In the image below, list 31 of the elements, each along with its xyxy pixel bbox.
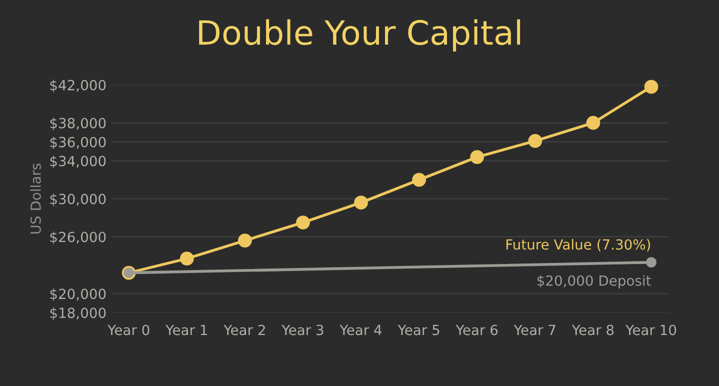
point: [644, 80, 658, 94]
y-axis-title: US Dollars: [30, 164, 41, 234]
point: [238, 234, 252, 248]
y-tick-label: $42,000: [50, 80, 106, 92]
y-tick-label: $38,000: [50, 118, 106, 130]
point: [586, 116, 600, 130]
y-tick-label: $20,000: [50, 288, 106, 301]
x-tick-label: Year 2: [224, 324, 265, 336]
x-tick-label: Year 3: [282, 324, 324, 336]
chart-title: Double Your Capital: [199, 19, 520, 52]
point: [412, 172, 426, 187]
point: [180, 252, 194, 266]
x-tick-label: Year 5: [398, 324, 440, 336]
x-tick-label: Year 10: [625, 324, 676, 336]
y-tick-label: $34,000: [50, 156, 106, 168]
x-tick-label: Year 7: [514, 324, 556, 336]
point: [528, 134, 542, 148]
y-tick-label: $26,000: [50, 231, 106, 244]
x-tick-label: Year 4: [340, 324, 382, 336]
y-tick-label: $18,000: [50, 307, 106, 320]
y-tick-label: $36,000: [50, 136, 106, 150]
series-label: $20,000 Deposit: [537, 275, 651, 289]
x-tick-label: Year 6: [456, 324, 498, 336]
x-tick-label: Year 0: [108, 324, 150, 336]
point: [470, 150, 484, 164]
text: Future Value (7.30%): [506, 238, 650, 252]
y-tick-label: $30,000: [50, 194, 106, 206]
point: [296, 216, 310, 230]
point: [354, 196, 368, 210]
x-tick-label: Year 8: [572, 324, 614, 336]
x-tick-label: Year 1: [166, 324, 207, 336]
